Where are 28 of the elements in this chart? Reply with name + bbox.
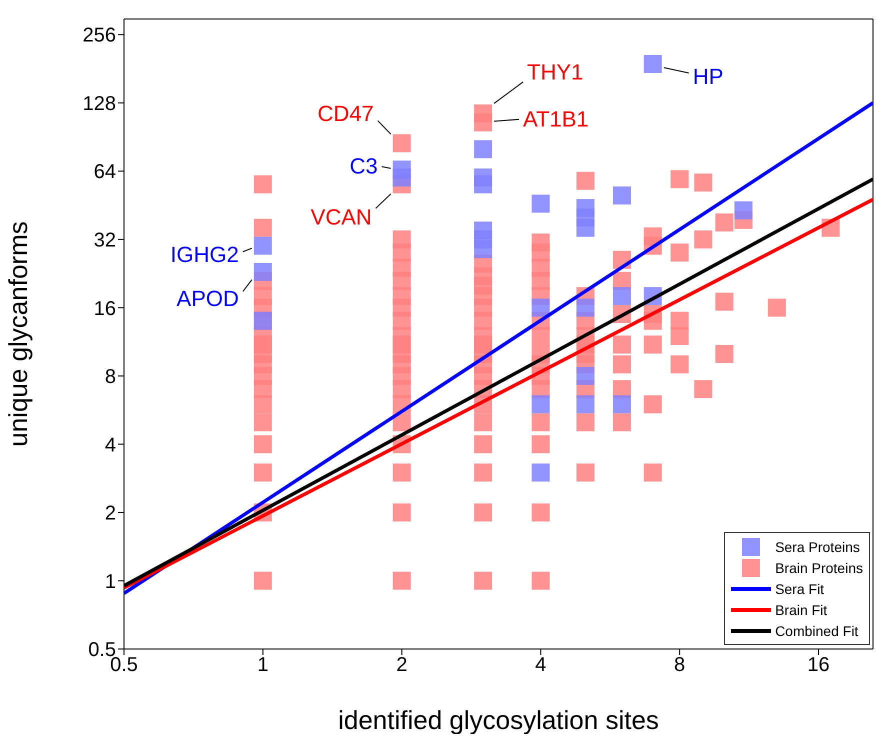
legend-label: Combined Fit — [775, 622, 858, 638]
legend-label: Sera Fit — [775, 580, 824, 596]
x-tick-label: 8 — [674, 654, 686, 676]
x-tick-label: 16 — [807, 654, 830, 676]
x-tick-label: 2 — [396, 654, 408, 676]
x-tick-label: 1 — [257, 654, 268, 676]
annotation: IGHG2 — [170, 242, 239, 267]
y-tick-label: 16 — [94, 298, 116, 320]
y-tick-label: 8 — [104, 366, 116, 388]
legend-label: Brain Proteins — [775, 560, 863, 576]
y-tick-label: 32 — [94, 230, 116, 252]
annotation: VCAN — [310, 204, 372, 230]
annotation: AT1B1 — [523, 106, 589, 132]
y-tick-label: 2 — [104, 502, 116, 525]
x-tick-label: 4 — [535, 654, 546, 676]
y-axis-title: unique glycanforms — [3, 221, 34, 447]
y-tick-label: 4 — [104, 434, 116, 456]
legend-label: Brain Fit — [775, 602, 828, 618]
annotation: CD47 — [318, 101, 374, 126]
y-tick-label: 1 — [104, 570, 116, 593]
y-tick-label: 64 — [94, 161, 116, 184]
annotation: APOD — [176, 286, 239, 311]
annotation: THY1 — [527, 59, 584, 84]
y-tick-label: 128 — [82, 92, 116, 115]
legend-label: Sera Proteins — [775, 538, 860, 554]
annotation: HP — [692, 64, 724, 89]
annotation: C3 — [350, 154, 378, 179]
y-tick-label: 256 — [82, 24, 116, 47]
